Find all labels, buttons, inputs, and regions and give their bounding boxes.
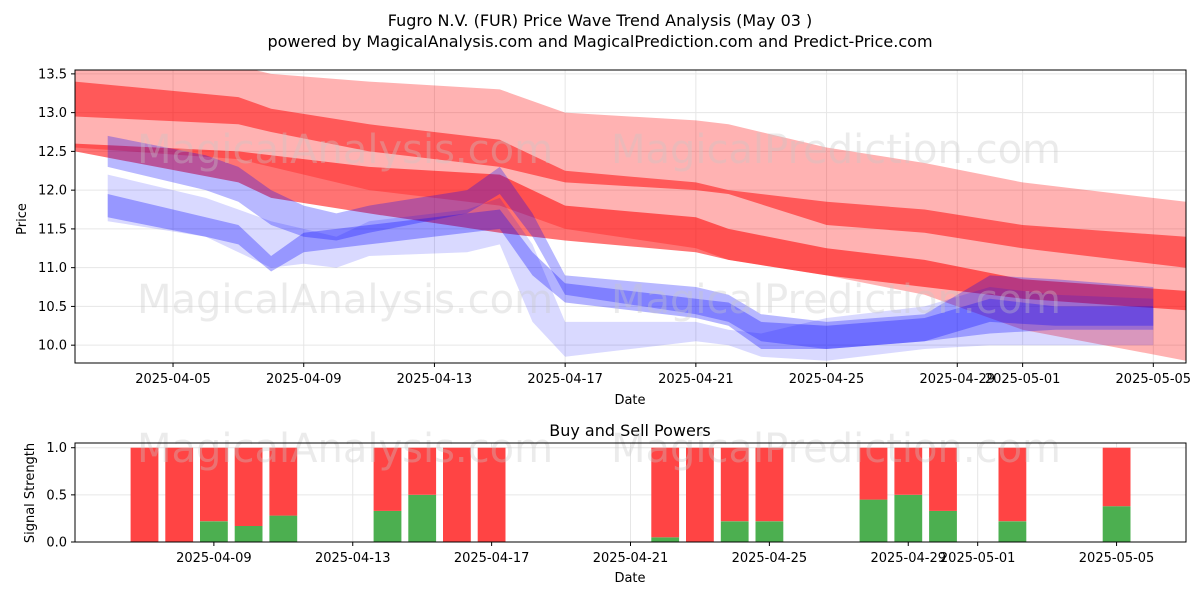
- price-x-tick-label: 2025-05-05: [1116, 372, 1192, 387]
- signal-x-tick-label: 2025-04-25: [732, 551, 808, 566]
- price-y-tick-label: 12.0: [38, 184, 67, 199]
- price-y-tick-label: 10.5: [38, 300, 67, 315]
- price-y-tick-label: 12.5: [38, 145, 67, 160]
- bearish-wave-band: [75, 143, 1186, 311]
- price-x-tick-label: 2025-04-13: [397, 372, 473, 387]
- buy-sell-title: Buy and Sell Powers: [549, 421, 711, 440]
- signal-x-tick-label: 2025-04-17: [454, 551, 530, 566]
- buy-power-bar: [1102, 506, 1131, 542]
- watermark-group-top: MagicalAnalysis.com MagicalPrediction.co…: [137, 127, 1061, 323]
- price-x-tick-label: 2025-04-05: [135, 372, 211, 387]
- signal-axes: 2025-04-09 2025-04-13 2025-04-17 2025-04-21…: [46, 441, 1154, 566]
- signal-y-tick-label: 0.5: [46, 488, 67, 503]
- price-plot-frame: [74, 69, 1187, 364]
- sell-power-bar: [200, 447, 228, 522]
- bullish-wave-band: [107, 194, 1154, 349]
- signal-y-tick-label: 1.0: [46, 441, 67, 456]
- price-x-tick-label: 2025-04-17: [527, 372, 603, 387]
- sell-power-bar: [443, 447, 471, 542]
- sell-power-bar: [929, 447, 957, 511]
- sell-power-bar: [859, 447, 888, 500]
- signal-bars: [130, 447, 1131, 542]
- watermark-text: MagicalAnalysis.com: [137, 277, 553, 323]
- sell-power-bar: [1102, 447, 1131, 507]
- price-y-tick-label: 13.5: [38, 67, 67, 82]
- sell-power-bar: [130, 447, 159, 542]
- price-y-tick-label: 10.0: [38, 339, 67, 354]
- sell-power-bar: [408, 447, 437, 495]
- price-y-tick-label: 11.5: [38, 222, 67, 237]
- buy-power-bar: [269, 515, 298, 542]
- watermark-text: MagicalAnalysis.com: [137, 426, 553, 472]
- sell-power-bar: [755, 447, 784, 522]
- watermark-text: MagicalPrediction.com: [611, 426, 1061, 472]
- chart-title: Fugro N.V. (FUR) Price Wave Trend Analys…: [388, 11, 813, 30]
- signal-x-tick-label: 2025-05-01: [940, 551, 1016, 566]
- price-x-tick-label: 2025-04-21: [658, 372, 734, 387]
- sell-power-bar: [165, 447, 194, 542]
- buy-power-bar: [373, 510, 402, 542]
- signal-x-axis-label: Date: [614, 571, 645, 586]
- sell-power-bar: [720, 447, 749, 522]
- signal-x-tick-label: 2025-05-05: [1079, 551, 1155, 566]
- watermark-text: MagicalAnalysis.com: [137, 127, 553, 173]
- signal-x-tick-label: 2025-04-13: [315, 551, 391, 566]
- watermark-text: MagicalPrediction.com: [611, 127, 1061, 173]
- buy-power-bar: [720, 521, 749, 542]
- signal-y-tick-label: 0.0: [46, 536, 67, 551]
- bullish-wave-band: [107, 174, 1154, 361]
- buy-power-bar: [929, 510, 957, 542]
- price-x-axis-label: Date: [614, 393, 645, 408]
- watermark-text: MagicalPrediction.com: [611, 277, 1061, 323]
- price-axes: 2025-04-05 2025-04-09 2025-04-13 2025-04-17…: [38, 67, 1191, 387]
- chart-subtitle: powered by MagicalAnalysis.com and Magic…: [267, 32, 932, 51]
- bullish-wave-band: [107, 135, 1154, 349]
- buy-power-bar: [894, 494, 923, 542]
- buy-power-bar: [998, 521, 1027, 542]
- buy-power-bar: [651, 537, 680, 542]
- sell-power-bar: [894, 447, 923, 495]
- sell-power-bar: [234, 447, 263, 526]
- buy-power-bar: [234, 526, 263, 542]
- buy-power-bar: [408, 494, 437, 542]
- price-y-tick-label: 11.0: [38, 261, 67, 276]
- price-x-tick-label: 2025-04-29: [919, 372, 995, 387]
- price-y-tick-label: 13.0: [38, 106, 67, 121]
- signal-x-tick-label: 2025-04-29: [870, 551, 946, 566]
- price-x-tick-label: 2025-04-25: [789, 372, 865, 387]
- buy-power-bar: [200, 521, 228, 542]
- price-bands: [75, 70, 1186, 361]
- price-x-tick-label: 2025-05-01: [985, 372, 1061, 387]
- price-y-axis-label: Price: [15, 203, 30, 235]
- sell-power-bar: [651, 447, 680, 538]
- sell-power-bar: [998, 447, 1027, 522]
- sell-power-bar: [269, 447, 298, 516]
- watermark-group-bottom: MagicalAnalysis.com MagicalPrediction.co…: [137, 426, 1061, 472]
- sell-power-bar: [477, 447, 506, 542]
- bearish-wave-band: [75, 81, 1186, 268]
- signal-y-axis-label: Signal Strength: [23, 443, 38, 543]
- price-x-tick-label: 2025-04-09: [266, 372, 342, 387]
- price-wave-plot: MagicalAnalysis.com MagicalPrediction.co…: [15, 67, 1191, 408]
- signal-x-tick-label: 2025-04-21: [593, 551, 669, 566]
- buy-sell-plot: Buy and Sell Powers MagicalAnalysis.com …: [23, 421, 1187, 586]
- sell-power-bar: [686, 447, 714, 542]
- signal-x-tick-label: 2025-04-09: [176, 551, 252, 566]
- sell-power-bar: [373, 447, 402, 511]
- buy-power-bar: [755, 521, 784, 542]
- buy-power-bar: [859, 499, 888, 542]
